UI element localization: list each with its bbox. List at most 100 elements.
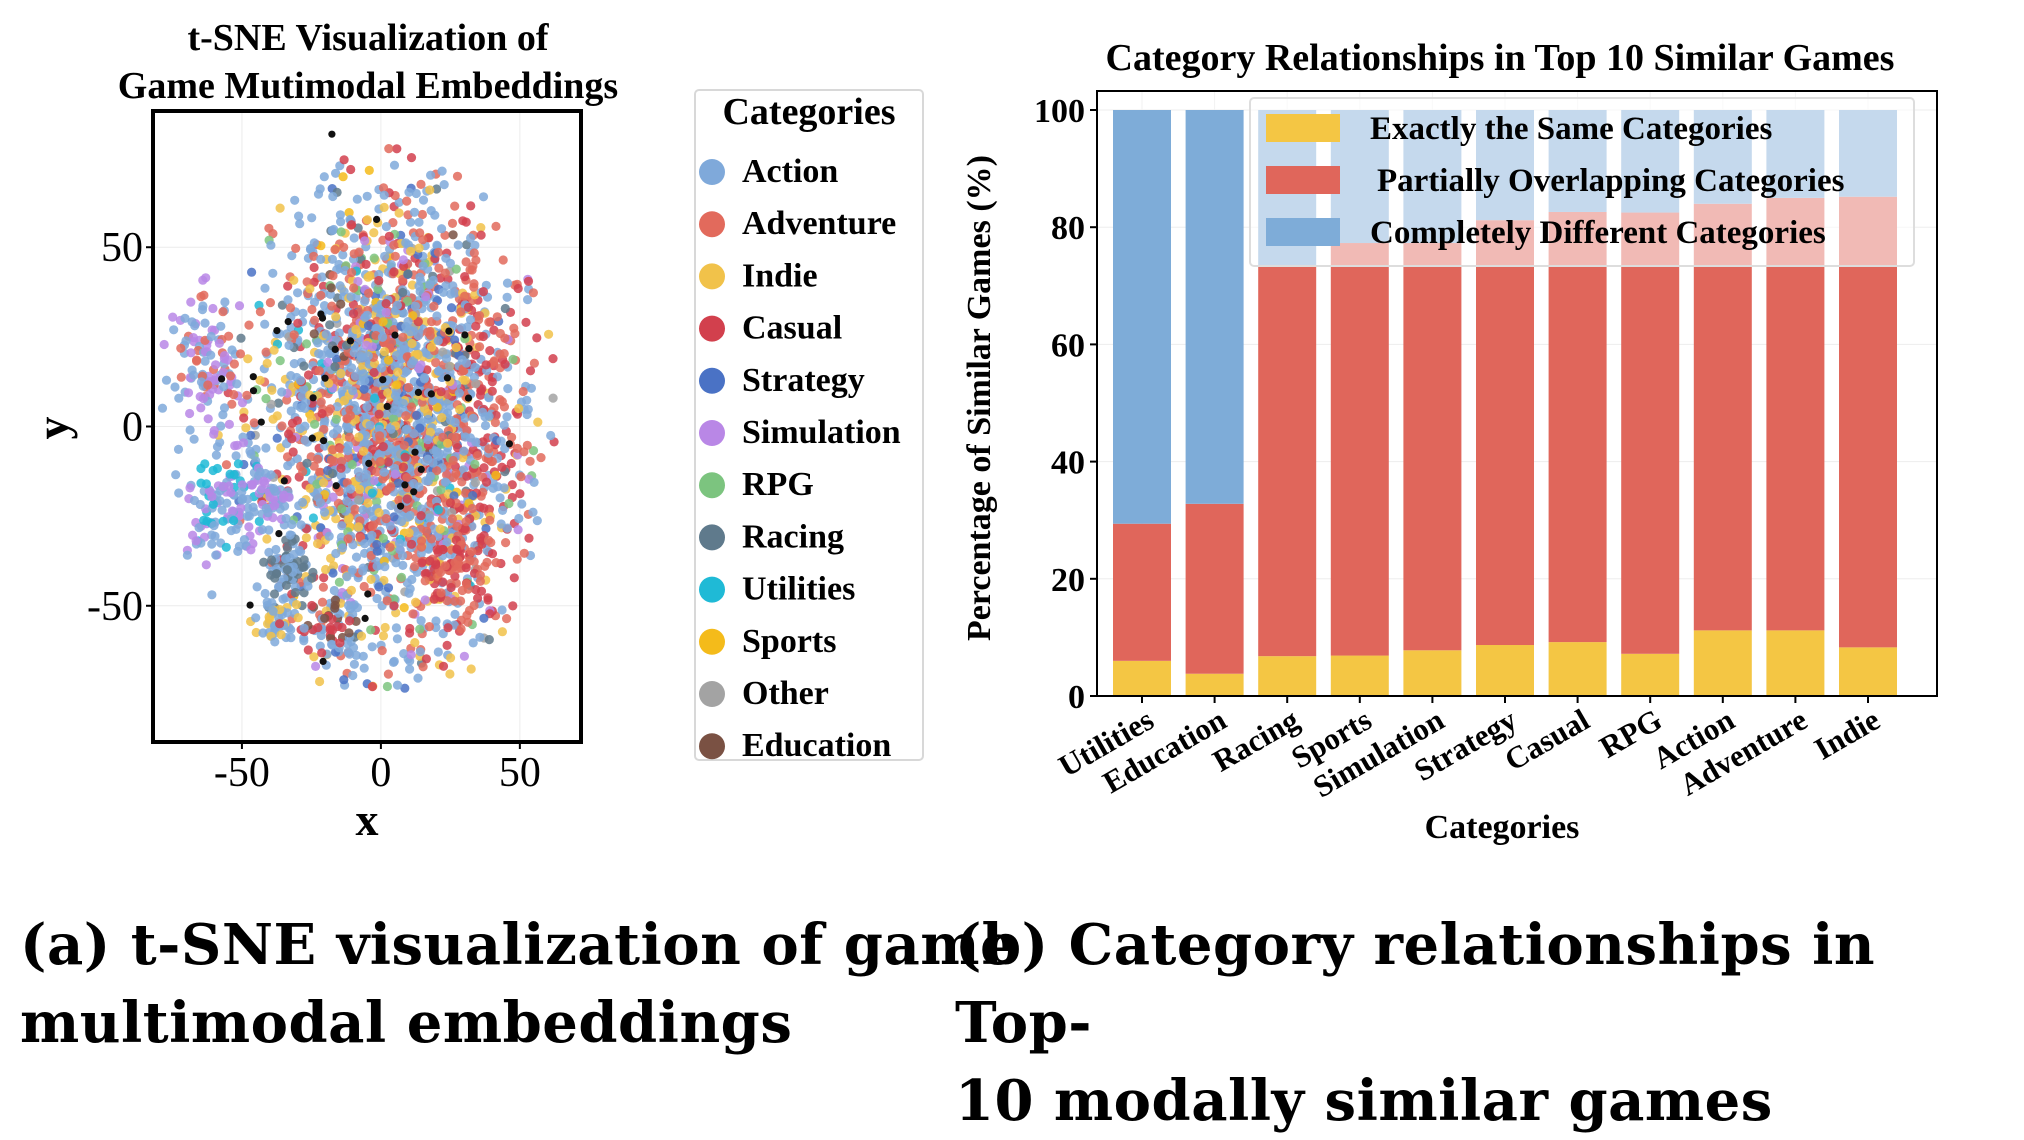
scatter-point	[372, 593, 382, 604]
scatter-point	[186, 348, 196, 358]
scatter-point	[433, 336, 443, 346]
scatter-point	[211, 550, 221, 560]
scatter-point	[329, 561, 339, 571]
scatter-point	[244, 522, 254, 532]
scatter-point	[420, 595, 430, 605]
scatter-point	[416, 616, 426, 626]
scatter-x-tick-label: 50	[499, 750, 541, 796]
scatter-point	[313, 623, 323, 633]
scatter-point	[211, 450, 221, 460]
scatter-point	[420, 569, 430, 579]
legend-marker-strategy	[699, 367, 725, 394]
scatter-point	[423, 414, 433, 424]
scatter-point	[457, 323, 467, 333]
scatter-point	[504, 498, 514, 509]
scatter-point	[431, 616, 441, 626]
scatter-point	[221, 460, 232, 470]
scatter-point	[328, 130, 336, 138]
scatter-point	[311, 661, 321, 672]
scatter-point	[299, 384, 309, 394]
scatter-point	[528, 446, 539, 456]
scatter-point	[351, 324, 361, 335]
scatter-point	[463, 584, 473, 594]
scatter-point	[309, 652, 319, 662]
scatter-point	[320, 437, 328, 445]
scatter-point	[399, 440, 409, 450]
scatter-point	[303, 370, 314, 380]
scatter-point	[326, 455, 336, 465]
scatter-point	[466, 201, 476, 211]
scatter-point	[466, 233, 476, 243]
scatter-point	[471, 321, 481, 331]
caption-a-line1: (a) t-SNE visualization of game	[20, 912, 1017, 978]
legend-label-simulation: Simulation	[742, 414, 901, 451]
scatter-point	[461, 563, 471, 573]
scatter-point	[432, 466, 442, 476]
scatter-point	[386, 260, 396, 270]
scatter-point	[490, 417, 500, 428]
scatter-point	[399, 603, 409, 613]
bar-x-tick-label-racing: Racing	[1207, 702, 1305, 779]
bar-utilities-partial	[1113, 523, 1171, 661]
scatter-point	[389, 512, 399, 522]
bar-adventure-same	[1766, 630, 1825, 696]
scatter-point	[404, 382, 414, 393]
scatter-point	[491, 558, 501, 568]
scatter-point	[424, 622, 434, 632]
scatter-point	[367, 530, 377, 541]
bar-education-different	[1185, 110, 1244, 504]
scatter-point	[470, 459, 480, 469]
scatter-point	[262, 600, 272, 611]
legend-marker-casual	[699, 315, 725, 342]
scatter-point	[408, 609, 418, 619]
scatter-point	[286, 406, 296, 416]
bar-indie-same	[1839, 647, 1897, 696]
scatter-point	[337, 386, 347, 396]
scatter-point	[471, 255, 481, 265]
scatter-point	[234, 301, 245, 311]
scatter-point	[385, 443, 396, 453]
scatter-point	[335, 281, 345, 291]
scatter-point	[307, 573, 317, 583]
scatter-point	[528, 288, 539, 298]
scatter-point	[347, 565, 357, 575]
scatter-point	[425, 185, 435, 195]
scatter-point	[379, 376, 387, 384]
scatter-point	[363, 321, 374, 331]
scatter-point	[323, 357, 333, 367]
scatter-point	[461, 257, 471, 267]
scatter-point	[192, 355, 202, 365]
scatter-point	[328, 568, 338, 578]
bar-adventure-partial	[1766, 197, 1825, 631]
scatter-point	[285, 303, 296, 313]
scatter-point	[451, 342, 461, 353]
scatter-point	[260, 283, 270, 293]
scatter-point	[372, 561, 382, 571]
scatter-point	[378, 533, 388, 544]
scatter-point	[330, 245, 340, 255]
scatter-point	[436, 485, 446, 495]
scatter-point	[319, 573, 329, 583]
scatter-point	[281, 513, 291, 524]
scatter-point	[428, 395, 438, 406]
scatter-point	[402, 424, 412, 434]
scatter-point	[297, 391, 307, 401]
scatter-point	[307, 600, 317, 611]
scatter-point	[338, 172, 348, 182]
scatter-point	[273, 398, 284, 408]
scatter-x-tick-label: -50	[214, 750, 270, 796]
scatter-point	[275, 356, 285, 366]
scatter-point	[327, 254, 337, 264]
scatter-point	[317, 648, 327, 658]
scatter-point	[469, 248, 479, 258]
scatter-point	[194, 523, 204, 533]
scatter-point	[411, 188, 421, 199]
scatter-point	[271, 569, 281, 579]
bar-y-axis-label: Percentage of Similar Games (%)	[961, 155, 998, 641]
scatter-point	[460, 413, 470, 423]
scatter-point	[478, 331, 488, 342]
scatter-point	[345, 410, 355, 421]
scatter-point	[413, 331, 423, 341]
scatter-point	[415, 647, 425, 657]
scatter-point	[410, 301, 420, 311]
